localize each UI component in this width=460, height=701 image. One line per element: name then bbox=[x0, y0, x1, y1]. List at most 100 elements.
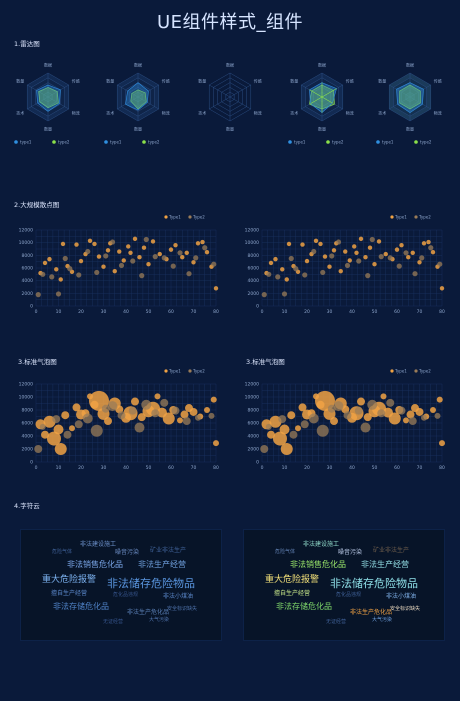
data-point-type1 bbox=[126, 244, 131, 249]
data-point-type1 bbox=[295, 425, 301, 432]
data-point-type1 bbox=[210, 396, 217, 403]
y-tick-label: 0 bbox=[256, 304, 259, 310]
data-point-type1 bbox=[268, 260, 274, 266]
y-tick-label: 8000 bbox=[22, 253, 34, 259]
legend-type2-marker bbox=[414, 369, 418, 373]
data-point-type1 bbox=[146, 262, 151, 267]
section-radar-title: 1.雷达图 bbox=[14, 40, 40, 48]
y-tick-label: 12000 bbox=[19, 228, 33, 234]
data-point-type2 bbox=[421, 414, 427, 421]
data-point-type1 bbox=[372, 262, 377, 267]
data-point-type1 bbox=[347, 258, 352, 263]
data-point-type1 bbox=[300, 242, 305, 247]
radar-series-type1 bbox=[125, 82, 149, 111]
data-point-type2 bbox=[377, 409, 386, 418]
legend-type2-label: type2 bbox=[58, 140, 70, 145]
data-point-type2 bbox=[265, 423, 272, 430]
wordcloud-word: 大气污染 bbox=[372, 617, 393, 623]
data-point-type2 bbox=[335, 239, 342, 245]
radar-series-type2 bbox=[399, 84, 421, 110]
x-tick-label: 50 bbox=[372, 465, 378, 471]
data-point-type1 bbox=[47, 256, 52, 262]
radar-axis-label: 数据 bbox=[44, 62, 52, 68]
data-point-type1 bbox=[173, 243, 178, 248]
y-tick-label: 2000 bbox=[248, 291, 260, 297]
legend-type2-marker bbox=[188, 369, 192, 373]
data-point-type2 bbox=[302, 272, 308, 278]
data-point-type2 bbox=[76, 272, 82, 278]
radar-axis-label: 数量 bbox=[378, 78, 386, 84]
data-point-type2 bbox=[356, 258, 362, 264]
wordcloud-word: 无证经营 bbox=[103, 619, 124, 625]
data-point-type1 bbox=[162, 412, 175, 425]
wordcloud-word: 危险气体 bbox=[52, 549, 73, 555]
legend-type1-marker bbox=[376, 140, 380, 144]
radar-axis-label: 数量 bbox=[106, 78, 114, 84]
data-point-type1 bbox=[426, 239, 431, 245]
data-point-type1 bbox=[267, 430, 275, 439]
y-tick-label: 10000 bbox=[245, 240, 259, 246]
data-point-type1 bbox=[354, 250, 359, 255]
legend-type1-marker bbox=[14, 140, 18, 144]
legend-type2-label: Type2 bbox=[418, 369, 431, 374]
wordcloud-word: 噪音污染 bbox=[338, 549, 363, 556]
data-point-type1 bbox=[117, 249, 122, 254]
wordcloud-word: 无证经营 bbox=[326, 619, 347, 625]
data-point-type2 bbox=[260, 445, 269, 453]
radar-axis-line bbox=[137, 96, 159, 110]
data-point-type1 bbox=[327, 264, 332, 269]
data-point-type1 bbox=[421, 241, 427, 246]
data-point-type2 bbox=[130, 258, 136, 264]
wordcloud-word: 擅自生产经营 bbox=[274, 590, 311, 597]
data-point-type1 bbox=[284, 277, 289, 282]
section-scatter-title: 2.大规模散点图 bbox=[14, 201, 60, 209]
data-point-type1 bbox=[58, 277, 63, 282]
data-point-type1 bbox=[112, 268, 117, 274]
legend-type2-marker bbox=[142, 140, 146, 144]
data-point-type1 bbox=[47, 431, 61, 446]
data-point-type1 bbox=[280, 443, 293, 455]
radar-axis-label: 数量 bbox=[16, 78, 24, 84]
data-point-type2 bbox=[171, 406, 180, 415]
data-point-type2 bbox=[40, 271, 46, 277]
data-point-type2 bbox=[403, 250, 409, 256]
data-point-type1 bbox=[96, 254, 102, 259]
x-tick-label: 60 bbox=[394, 465, 400, 471]
data-point-type1 bbox=[410, 250, 415, 255]
data-point-type2 bbox=[143, 236, 149, 243]
data-point-type2 bbox=[82, 413, 93, 424]
data-point-type1 bbox=[191, 260, 196, 265]
data-point-type2 bbox=[90, 424, 103, 437]
data-point-type1 bbox=[417, 260, 422, 265]
radar-series-type1 bbox=[36, 84, 61, 112]
y-tick-label: 10000 bbox=[19, 240, 33, 246]
data-point-type1 bbox=[200, 239, 205, 245]
data-point-type2 bbox=[52, 415, 61, 424]
x-tick-label: 70 bbox=[417, 465, 423, 471]
wordcloud-word: 非法生产危化品 bbox=[350, 609, 393, 616]
radar-axis-label: 技术 bbox=[198, 110, 206, 116]
wordcloud-word: 重大危险报警 bbox=[265, 575, 320, 585]
data-point-type1 bbox=[69, 425, 75, 432]
data-point-type2 bbox=[186, 271, 192, 277]
radar-axis-line bbox=[209, 84, 231, 98]
wordcloud-word: 安全标识缺失 bbox=[390, 606, 421, 612]
legend-type1-label: type1 bbox=[294, 140, 306, 145]
legend-type1-label: type1 bbox=[20, 140, 32, 145]
x-tick-label: 30 bbox=[327, 465, 333, 471]
data-point-type1 bbox=[273, 431, 287, 446]
data-point-type2 bbox=[128, 406, 137, 415]
data-point-type2 bbox=[109, 239, 116, 245]
y-tick-label: 8000 bbox=[22, 408, 34, 414]
data-point-type1 bbox=[137, 255, 142, 260]
legend-type2-label: type2 bbox=[332, 140, 344, 145]
data-point-type2 bbox=[34, 445, 43, 453]
data-point-type2 bbox=[211, 261, 217, 267]
data-point-type2 bbox=[152, 254, 158, 260]
y-tick-label: 2000 bbox=[22, 447, 34, 453]
data-point-type1 bbox=[388, 412, 401, 425]
radar-axis-label: 技术 bbox=[290, 110, 298, 116]
data-point-type2 bbox=[107, 401, 118, 412]
